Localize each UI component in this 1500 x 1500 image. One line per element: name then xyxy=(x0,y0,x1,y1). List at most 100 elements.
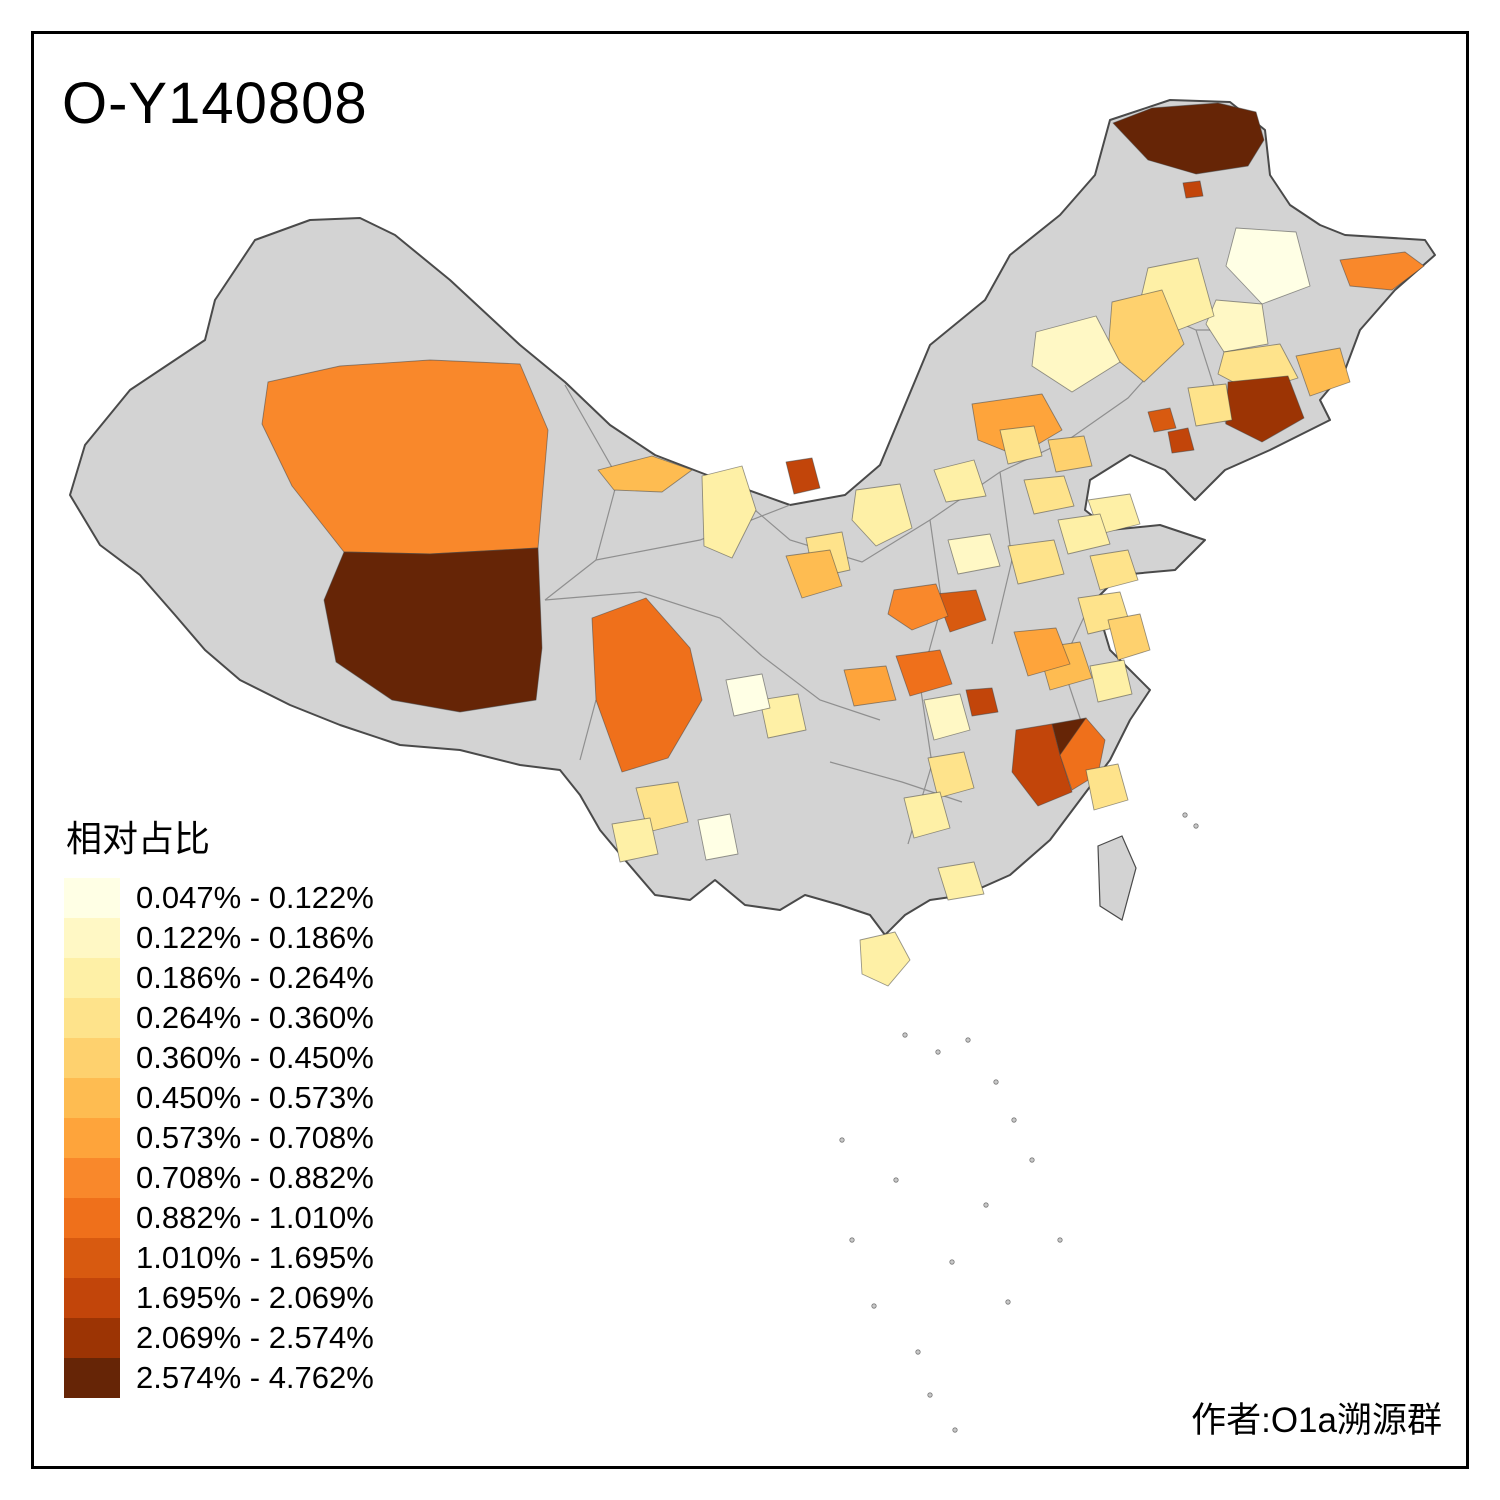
region-heihe-pale xyxy=(1225,227,1311,305)
region-ne-east-orange xyxy=(1339,251,1425,291)
region-shandong-pen-yellow xyxy=(1089,549,1139,591)
legend-swatch xyxy=(64,1158,120,1198)
small-island xyxy=(893,1177,899,1183)
legend-swatch xyxy=(64,1238,120,1278)
region-guangdong-yellow xyxy=(937,861,985,901)
small-island xyxy=(1029,1157,1035,1163)
small-island xyxy=(1193,823,1199,829)
legend-row: 0.708% - 0.882% xyxy=(64,1158,374,1198)
region-ne-cream xyxy=(1205,299,1269,353)
legend-swatch xyxy=(64,1118,120,1158)
taiwan-island xyxy=(1097,835,1137,921)
region-guangxi-yellow xyxy=(903,791,951,839)
region-hunan-darkred xyxy=(1011,723,1073,807)
region-shanxi-yellow xyxy=(933,459,987,503)
legend-label: 0.708% - 0.882% xyxy=(136,1160,374,1195)
province-border xyxy=(579,699,597,761)
small-island xyxy=(1182,812,1188,818)
region-ordos-yellow xyxy=(851,483,913,547)
region-sichuan-yellow xyxy=(759,693,807,739)
small-island xyxy=(1057,1237,1063,1243)
legend-row: 0.882% - 1.010% xyxy=(64,1198,374,1238)
region-tibet-north-darkbrown xyxy=(323,547,543,713)
region-jiangsu-yellow xyxy=(1107,613,1151,661)
region-liaoning-dark1 xyxy=(1147,407,1177,433)
small-island xyxy=(839,1137,845,1143)
legend-label: 0.264% - 0.360% xyxy=(136,1000,374,1035)
small-island xyxy=(1011,1117,1017,1123)
region-shaanxi-dark-orange xyxy=(935,589,987,633)
region-tianjin-yellow xyxy=(1047,435,1093,473)
region-liaoning-dark2 xyxy=(1167,427,1195,454)
legend-swatch xyxy=(64,1358,120,1398)
province-border xyxy=(544,384,619,601)
legend-swatch xyxy=(64,878,120,918)
region-hanzhong-orange xyxy=(843,665,897,707)
region-chongqing-darkred xyxy=(965,687,999,717)
small-island xyxy=(965,1037,971,1043)
region-lanzhou-orange xyxy=(785,549,843,599)
legend-label: 0.186% - 0.264% xyxy=(136,960,374,995)
legend-swatch xyxy=(64,918,120,958)
attribution-text: 作者:O1a溯源群 xyxy=(1191,1401,1442,1440)
legend-row: 1.695% - 2.069% xyxy=(64,1278,374,1318)
small-island xyxy=(935,1049,941,1055)
legend-label: 0.882% - 1.010% xyxy=(136,1200,374,1235)
small-island xyxy=(949,1259,955,1265)
legend-label: 1.695% - 2.069% xyxy=(136,1280,374,1315)
legend-row: 2.069% - 2.574% xyxy=(64,1318,374,1358)
region-beijing-orange xyxy=(971,393,1063,457)
small-island xyxy=(915,1349,921,1355)
region-gansu-corridor-yellow xyxy=(701,465,757,559)
legend-label: 2.069% - 2.574% xyxy=(136,1320,374,1355)
small-island xyxy=(849,1237,855,1243)
legend-label: 2.574% - 4.762% xyxy=(136,1360,374,1395)
region-daxinganling xyxy=(1112,102,1265,175)
legend-row: 0.360% - 0.450% xyxy=(64,1038,374,1078)
region-shijiazhuang-yellow xyxy=(1023,475,1075,515)
legend-swatch xyxy=(64,958,120,998)
legend-swatch xyxy=(64,998,120,1038)
region-zhejiang-yellow xyxy=(1089,659,1133,703)
legend-label: 0.360% - 0.450% xyxy=(136,1040,374,1075)
region-chifeng-cream xyxy=(1031,315,1121,393)
legend-row: 0.264% - 0.360% xyxy=(64,998,374,1038)
region-hebei-yellow xyxy=(999,425,1043,465)
region-hami-orange xyxy=(597,455,693,493)
small-island xyxy=(1005,1299,1011,1305)
region-jiangxi-yellow xyxy=(1085,763,1129,811)
region-yunnan-pale xyxy=(697,813,739,861)
small-island xyxy=(993,1079,999,1085)
legend-label: 0.047% - 0.122% xyxy=(136,880,374,915)
region-nmg-darkred-dot xyxy=(785,457,821,495)
province-border xyxy=(761,655,881,721)
region-chengdu-cream xyxy=(923,693,971,741)
region-liaoning-yellow xyxy=(1187,383,1233,427)
legend-label: 0.573% - 0.708% xyxy=(136,1120,374,1155)
legend-title: 相对占比 xyxy=(66,818,211,859)
region-sichuan-pale xyxy=(725,673,771,717)
province-border xyxy=(595,504,791,561)
small-island xyxy=(927,1392,933,1398)
region-hainan-island xyxy=(859,931,911,987)
legend: 相对占比 0.047% - 0.122% 0.122% - 0.186% 0.186… xyxy=(64,810,374,1398)
small-island xyxy=(983,1202,989,1208)
legend-swatch xyxy=(64,1198,120,1238)
map-title: O-Y140808 xyxy=(62,71,368,136)
legend-label: 1.010% - 1.695% xyxy=(136,1240,374,1275)
province-border xyxy=(544,591,763,657)
region-henan-cream xyxy=(947,533,1001,575)
region-xian-orange xyxy=(887,583,949,631)
legend-row: 0.450% - 0.573% xyxy=(64,1078,374,1118)
legend-row: 0.186% - 0.264% xyxy=(64,958,374,998)
legend-row: 2.574% - 4.762% xyxy=(64,1358,374,1398)
region-shandong-yellow2 xyxy=(1007,539,1065,585)
region-ne-small-dark-dot xyxy=(1182,180,1204,199)
legend-row: 0.047% - 0.122% xyxy=(64,878,374,918)
region-enshi-dark-orange xyxy=(895,649,953,697)
small-island xyxy=(871,1303,877,1309)
legend-swatch xyxy=(64,1278,120,1318)
region-hefei-orange xyxy=(1013,627,1071,677)
